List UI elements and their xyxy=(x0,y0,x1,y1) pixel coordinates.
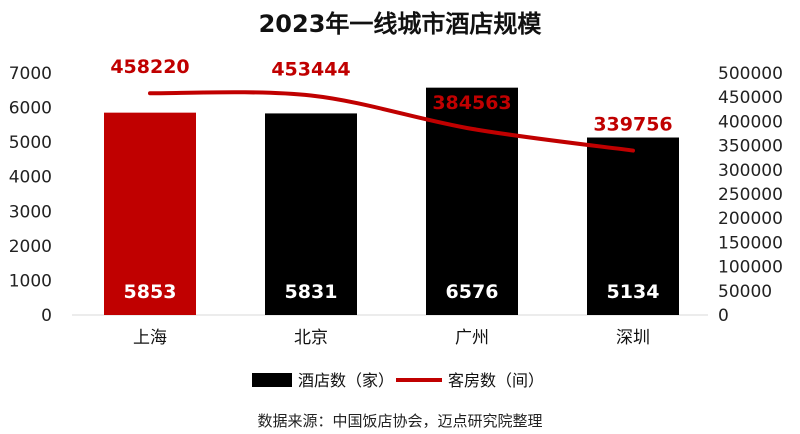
legend-label-bar: 酒店数（家） xyxy=(298,371,394,390)
legend: 酒店数（家） 客房数（间） xyxy=(252,371,544,390)
line-labels: 458220 453444 384563 339756 xyxy=(110,56,672,135)
category-labels: 上海 北京 广州 深圳 xyxy=(133,328,650,348)
line-value-label: 453444 xyxy=(271,59,350,81)
line-value-label: 384563 xyxy=(432,92,511,114)
right-axis-tick-label: 450000 xyxy=(718,88,783,108)
bar-labels: 5853 5831 6576 5134 xyxy=(124,281,660,303)
left-axis-tick-label: 5000 xyxy=(9,133,52,153)
category-label: 广州 xyxy=(455,328,489,348)
legend-label-line: 客房数（间） xyxy=(448,371,544,390)
left-axis-tick-label: 1000 xyxy=(9,271,52,291)
category-label: 北京 xyxy=(294,328,328,348)
category-label: 上海 xyxy=(133,328,167,348)
right-axis-tick-label: 250000 xyxy=(718,185,783,205)
source-note: 数据来源：中国饭店协会，迈点研究院整理 xyxy=(257,412,542,430)
bar-value-label: 5134 xyxy=(607,281,660,303)
line-series xyxy=(148,90,635,153)
line-value-label: 339756 xyxy=(593,114,672,136)
bar-value-label: 5853 xyxy=(124,281,177,303)
bar xyxy=(587,137,679,315)
chart-title: 2023年一线城市酒店规模 xyxy=(259,10,543,38)
right-axis-tick-label: 50000 xyxy=(718,282,772,302)
left-axis: 0 1000 2000 3000 4000 5000 6000 7000 xyxy=(9,64,52,326)
left-axis-tick-label: 2000 xyxy=(9,237,52,257)
left-axis-tick-label: 7000 xyxy=(9,64,52,84)
bar-value-label: 6576 xyxy=(446,281,499,303)
right-axis: 0 50000 100000 150000 200000 250000 300000 3500… xyxy=(718,64,783,326)
bars xyxy=(104,87,679,315)
bar xyxy=(426,87,518,315)
legend-swatch-bar xyxy=(252,373,292,387)
right-axis-tick-label: 400000 xyxy=(718,112,783,132)
right-axis-tick-label: 500000 xyxy=(718,64,783,84)
bar xyxy=(104,112,196,315)
right-axis-tick-label: 300000 xyxy=(718,161,783,181)
left-axis-tick-label: 4000 xyxy=(9,168,52,188)
right-axis-tick-label: 350000 xyxy=(718,137,783,157)
left-axis-tick-label: 3000 xyxy=(9,202,52,222)
left-axis-tick-label: 6000 xyxy=(9,99,52,119)
category-label: 深圳 xyxy=(616,328,650,348)
line-value-label: 458220 xyxy=(110,56,189,78)
bar xyxy=(265,113,357,315)
line-path xyxy=(148,90,635,153)
left-axis-tick-label: 0 xyxy=(41,306,52,326)
bar-value-label: 5831 xyxy=(285,281,338,303)
right-axis-tick-label: 100000 xyxy=(718,258,783,278)
right-axis-tick-label: 0 xyxy=(718,306,729,326)
right-axis-tick-label: 150000 xyxy=(718,233,783,253)
right-axis-tick-label: 200000 xyxy=(718,209,783,229)
